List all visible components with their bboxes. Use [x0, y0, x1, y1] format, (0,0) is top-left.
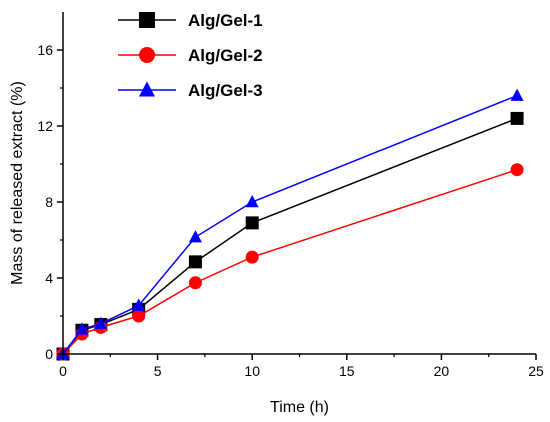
x-tick-label: 20: [434, 363, 450, 379]
data-point: [188, 255, 202, 269]
legend: Alg/Gel-1 Alg/Gel-2 Alg/Gel-3: [118, 11, 263, 100]
series-2: [56, 163, 524, 361]
y-tick-label: 8: [45, 194, 53, 210]
x-axis-label: Time (h): [270, 399, 329, 416]
data-point: [94, 316, 108, 329]
legend-item: Alg/Gel-3: [118, 81, 263, 100]
y-tick-label: 4: [45, 270, 53, 286]
y-tick-label: 16: [37, 42, 53, 58]
x-tick-label: 15: [339, 363, 355, 379]
series-line: [62, 168, 518, 355]
series-line: [62, 94, 518, 355]
legend-marker: [139, 47, 155, 63]
series-3: [56, 88, 524, 360]
legend-label: Alg/Gel-2: [188, 46, 263, 65]
x-tick-label: 25: [528, 363, 544, 379]
data-point: [245, 194, 259, 208]
x-tick-label: 10: [244, 363, 260, 379]
legend-label: Alg/Gel-1: [188, 11, 263, 30]
data-point: [75, 322, 89, 335]
legend-item: Alg/Gel-2: [118, 46, 263, 65]
data-point: [188, 276, 202, 290]
x-tick-label: 5: [154, 363, 162, 379]
y-tick-label: 0: [45, 346, 53, 362]
x-tick-label: 0: [59, 363, 67, 379]
data-point: [132, 298, 146, 311]
legend-item: Alg/Gel-1: [118, 11, 263, 30]
ticks-layer: 0 5 10 15 20 25 0 4 8 12 16: [37, 42, 544, 379]
y-axis-label: Mass of released extract (%): [9, 81, 26, 285]
data-point: [245, 250, 259, 264]
data-point: [132, 309, 146, 323]
data-point: [510, 163, 524, 177]
data-point: [245, 216, 259, 230]
y-tick-label: 12: [37, 118, 53, 134]
data-point: [510, 111, 524, 125]
data-point: [188, 230, 202, 243]
legend-marker: [139, 81, 155, 97]
legend-marker: [139, 12, 155, 28]
data-point: [510, 88, 524, 101]
legend-label: Alg/Gel-3: [188, 81, 263, 100]
series-1: [56, 111, 524, 361]
series-layer: [56, 88, 524, 361]
